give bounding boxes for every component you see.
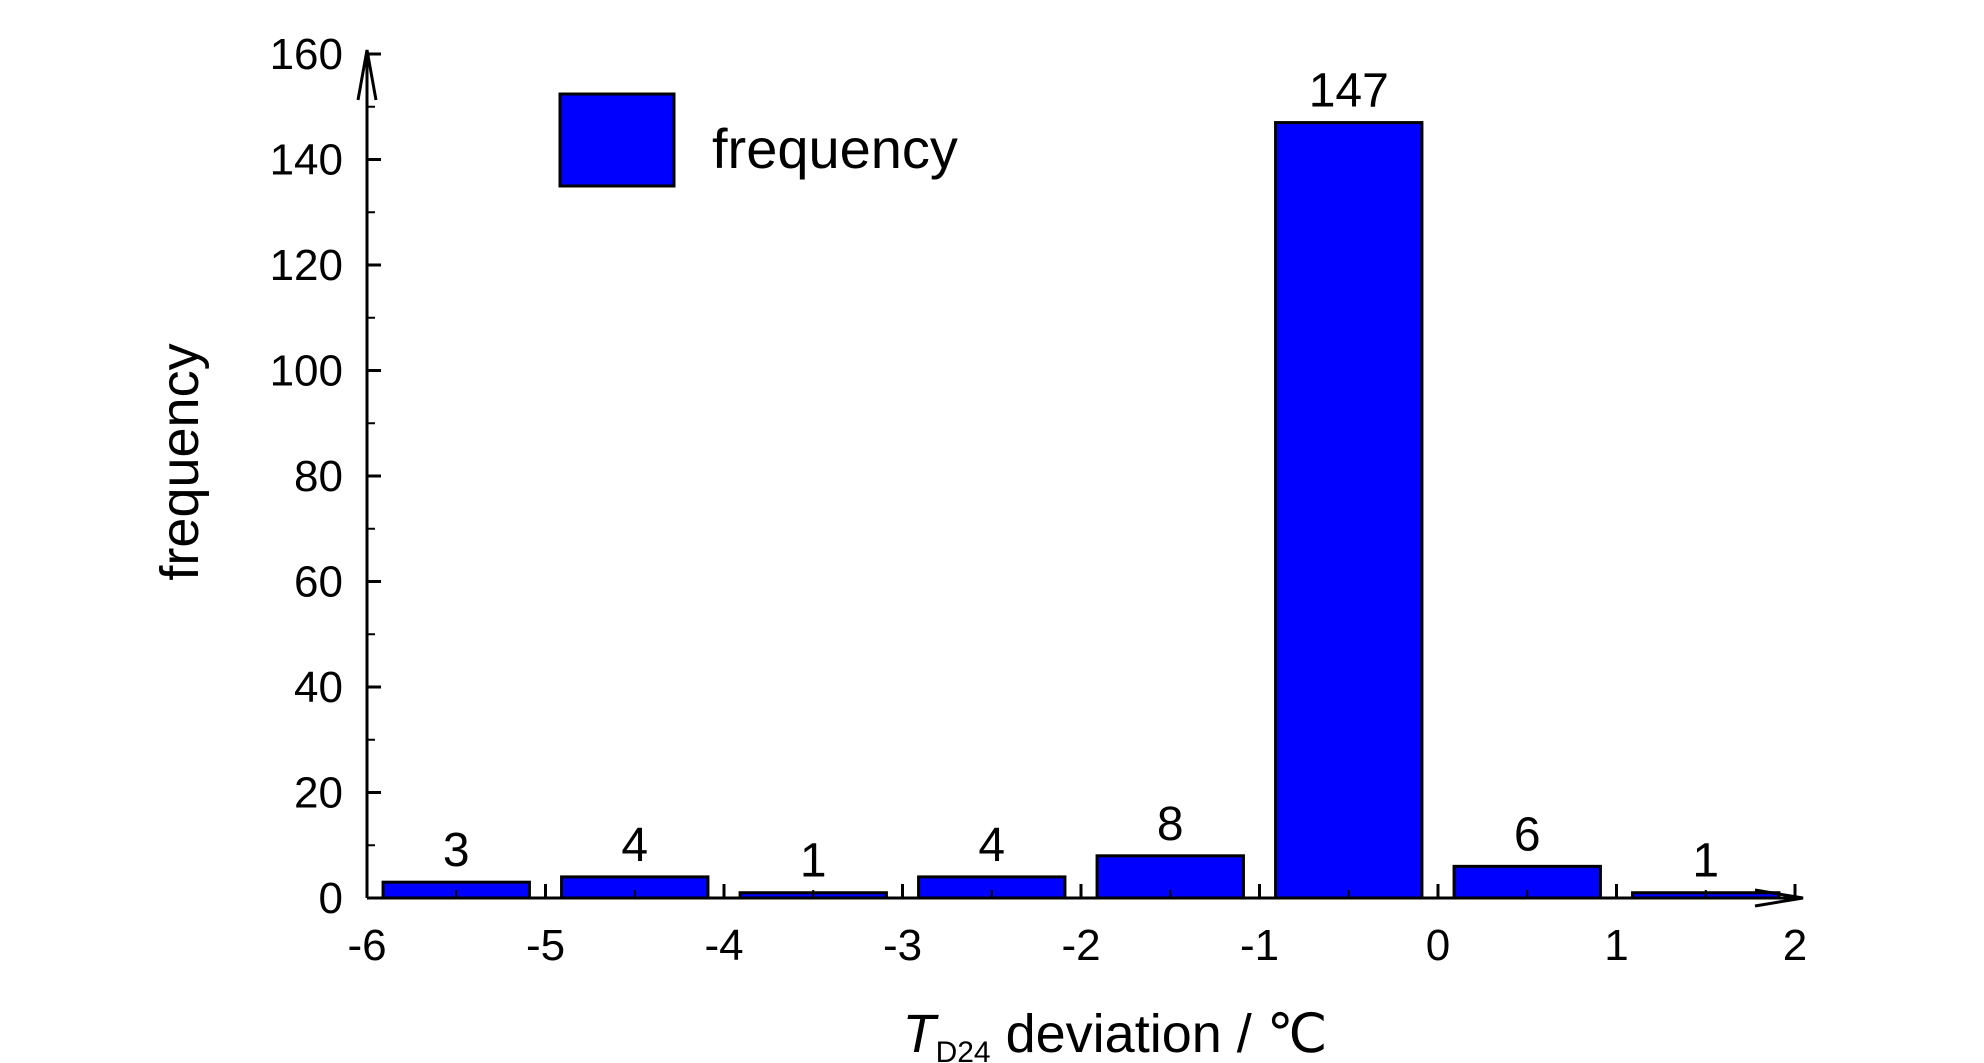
y-tick-label-2: 40 bbox=[294, 663, 343, 712]
y-tick-label-5: 100 bbox=[270, 347, 343, 396]
x-tick-label-8: 2 bbox=[1783, 921, 1807, 970]
y-ticks-group: 0 20 40 60 80 100 120 140 160 bbox=[270, 30, 381, 923]
x-axis-title: TD24 deviation / ℃ bbox=[903, 1004, 1328, 1063]
data-label-2: 1 bbox=[800, 835, 827, 888]
data-labels-group: 3 4 1 4 8 147 6 1 bbox=[443, 65, 1719, 888]
x-tick-label-4: -2 bbox=[1061, 921, 1100, 970]
bars-group bbox=[381, 121, 1781, 900]
y-tick-label-0: 0 bbox=[319, 874, 343, 923]
x-tick-label-6: 0 bbox=[1426, 921, 1450, 970]
data-label-5: 147 bbox=[1309, 65, 1389, 118]
data-label-6: 6 bbox=[1514, 808, 1541, 861]
y-axis-title: frequency bbox=[150, 343, 210, 580]
data-label-3: 4 bbox=[978, 819, 1005, 872]
x-axis-title-text: deviation / ℃ bbox=[991, 1004, 1328, 1063]
data-label-7: 1 bbox=[1692, 835, 1719, 888]
legend: frequency bbox=[558, 92, 958, 188]
x-tick-label-0: -6 bbox=[347, 921, 386, 970]
data-label-4: 8 bbox=[1157, 798, 1184, 851]
x-tick-label-5: -1 bbox=[1240, 921, 1279, 970]
x-tick-label-3: -3 bbox=[883, 921, 922, 970]
y-tick-label-7: 140 bbox=[270, 136, 343, 185]
y-tick-label-8: 160 bbox=[270, 30, 343, 79]
x-axis-arrow bbox=[1754, 888, 1804, 908]
y-tick-label-1: 20 bbox=[294, 769, 343, 818]
y-axis-arrow bbox=[356, 49, 378, 101]
x-tick-label-2: -4 bbox=[704, 921, 743, 970]
y-tick-label-6: 120 bbox=[270, 241, 343, 290]
axes-group bbox=[356, 49, 1804, 908]
bar-5 bbox=[1274, 121, 1424, 900]
data-label-1: 4 bbox=[621, 819, 648, 872]
data-label-0: 3 bbox=[443, 824, 470, 877]
y-tick-label-3: 60 bbox=[294, 558, 343, 607]
x-ticks-group: -6 -5 -4 -3 -2 -1 0 1 2 bbox=[347, 884, 1807, 970]
legend-label: frequency bbox=[712, 117, 958, 180]
y-tick-label-4: 80 bbox=[294, 452, 343, 501]
legend-swatch bbox=[558, 92, 676, 188]
x-tick-label-7: 1 bbox=[1604, 921, 1628, 970]
x-axis-title-symbol: T bbox=[903, 1004, 940, 1063]
x-tick-label-1: -5 bbox=[526, 921, 565, 970]
x-axis-title-subscript: D24 bbox=[936, 1036, 991, 1063]
